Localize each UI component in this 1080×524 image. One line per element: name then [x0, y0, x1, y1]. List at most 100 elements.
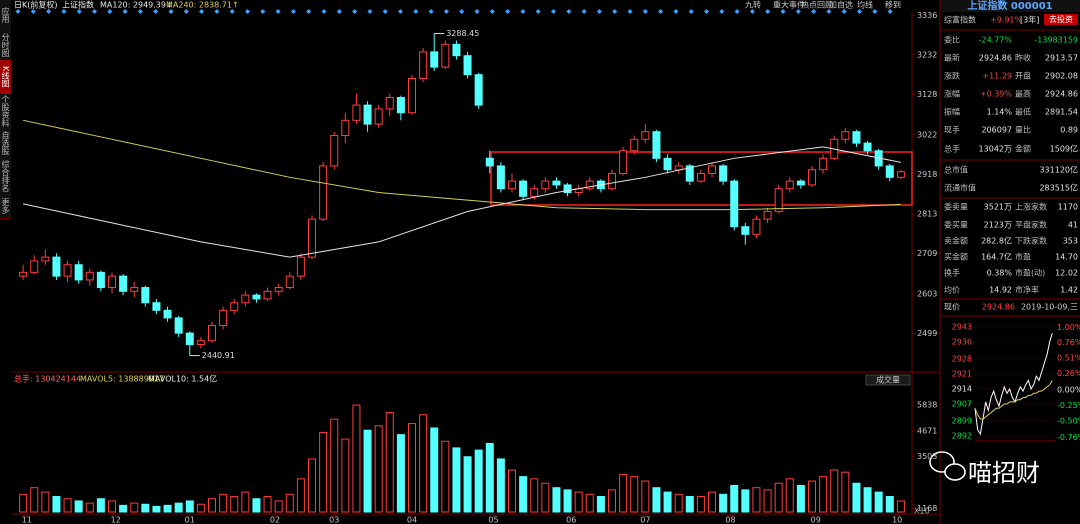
event-marker[interactable] [107, 9, 113, 14]
event-marker[interactable] [321, 9, 327, 14]
volume-bar [552, 487, 561, 513]
invest-button-label[interactable]: 去投资 [1049, 14, 1073, 24]
event-marker[interactable] [673, 9, 679, 14]
event-marker[interactable] [535, 9, 541, 14]
event-marker[interactable] [857, 9, 862, 14]
event-marker[interactable] [92, 9, 97, 14]
event-marker[interactable] [398, 9, 403, 14]
event-marker[interactable] [734, 9, 740, 14]
toolbar-item[interactable]: 自选股 [0, 128, 11, 159]
event-marker[interactable] [336, 9, 342, 14]
event-marker[interactable] [566, 9, 572, 14]
event-marker[interactable] [642, 9, 648, 14]
event-marker[interactable] [122, 9, 128, 14]
event-marker[interactable] [704, 9, 709, 14]
toolbar-item[interactable]: 更多 [0, 194, 11, 219]
toolbar-item[interactable]: K线图 [0, 60, 11, 95]
top-tool[interactable]: 移到 [885, 0, 901, 10]
event-marker[interactable] [887, 9, 893, 14]
quote-label: 开盘 [1015, 71, 1031, 81]
event-marker[interactable] [367, 9, 373, 14]
event-marker[interactable] [688, 9, 694, 14]
candle-body [463, 55, 472, 76]
toolbar-item[interactable]: 综合排名 [0, 158, 11, 195]
event-marker[interactable] [61, 9, 67, 14]
event-marker[interactable] [551, 9, 556, 14]
top-tool[interactable]: 重大事件 [773, 0, 805, 10]
event-marker[interactable] [719, 9, 725, 14]
event-marker[interactable] [520, 9, 526, 14]
event-marker[interactable] [137, 9, 143, 14]
toolbar-item[interactable]: 应用 [0, 0, 11, 31]
event-marker[interactable] [30, 9, 36, 14]
volume-button[interactable] [865, 374, 911, 386]
volume-bar [96, 498, 105, 513]
volume-button-label[interactable]: 成交量 [876, 375, 900, 385]
event-marker[interactable] [505, 9, 511, 14]
event-marker[interactable] [229, 9, 235, 14]
candle-body [685, 165, 694, 182]
event-marker[interactable] [15, 9, 21, 14]
volume-bar [63, 498, 72, 513]
quote-value: 1170 [1058, 203, 1078, 212]
event-marker[interactable] [245, 9, 250, 14]
event-marker[interactable] [749, 9, 755, 14]
volume-bar [430, 427, 439, 513]
top-tool[interactable]: 九转 [745, 0, 761, 10]
volume-bar [496, 458, 505, 513]
event-marker[interactable] [872, 9, 878, 14]
top-tool[interactable]: 加自选 [829, 0, 853, 10]
invest-button[interactable] [1044, 14, 1078, 25]
event-marker[interactable] [275, 9, 281, 14]
event-marker[interactable] [153, 9, 159, 14]
event-marker[interactable] [474, 9, 480, 14]
extreme-label: 3288.45 [446, 29, 479, 38]
quote-label: 买金额 [944, 252, 968, 262]
top-tool[interactable]: 均线 [857, 0, 873, 10]
candle-body [708, 165, 716, 175]
quote-value: 2123万 [984, 221, 1012, 230]
event-marker[interactable] [168, 9, 174, 14]
quote-value: 0.38% [987, 269, 1013, 278]
candle-body [441, 43, 450, 68]
event-marker[interactable] [596, 9, 602, 14]
volume-bar [319, 431, 328, 513]
toolbar-item[interactable]: 个股资料 [0, 94, 11, 129]
event-marker[interactable] [76, 9, 82, 14]
event-marker[interactable] [658, 9, 664, 14]
event-marker[interactable] [306, 9, 312, 14]
event-marker[interactable] [581, 9, 587, 14]
event-marker[interactable] [795, 9, 801, 14]
volume-bar [296, 478, 305, 513]
event-marker[interactable] [352, 9, 358, 14]
event-marker[interactable] [765, 9, 771, 14]
event-marker[interactable] [841, 9, 847, 14]
volume-bar [874, 491, 883, 513]
event-marker[interactable] [413, 9, 419, 14]
event-marker[interactable] [459, 9, 465, 14]
event-marker[interactable] [214, 9, 220, 14]
event-marker[interactable] [199, 9, 205, 14]
event-marker[interactable] [382, 9, 388, 14]
event-marker[interactable] [627, 9, 633, 14]
event-marker[interactable] [290, 9, 296, 14]
event-marker[interactable] [612, 9, 618, 14]
quote-value: +11.29 [982, 72, 1012, 81]
event-marker[interactable] [780, 9, 786, 14]
toolbar-item[interactable]: 分时图 [0, 30, 11, 61]
event-marker[interactable] [183, 9, 189, 14]
top-tool[interactable]: 热点回顾 [801, 0, 833, 10]
candle-body [196, 340, 205, 346]
event-marker[interactable] [443, 9, 449, 14]
legend-entry: MAVOL5: 138889017 [80, 375, 164, 384]
event-marker[interactable] [46, 9, 52, 14]
candle-body [52, 256, 61, 277]
event-marker[interactable] [489, 9, 495, 14]
event-marker[interactable] [826, 9, 832, 14]
volume-bar [796, 484, 805, 513]
y-tick-label: 2928 [952, 355, 972, 364]
event-marker[interactable] [260, 9, 266, 14]
candle-body [563, 184, 572, 194]
event-marker[interactable] [811, 9, 817, 14]
event-marker[interactable] [428, 9, 434, 14]
